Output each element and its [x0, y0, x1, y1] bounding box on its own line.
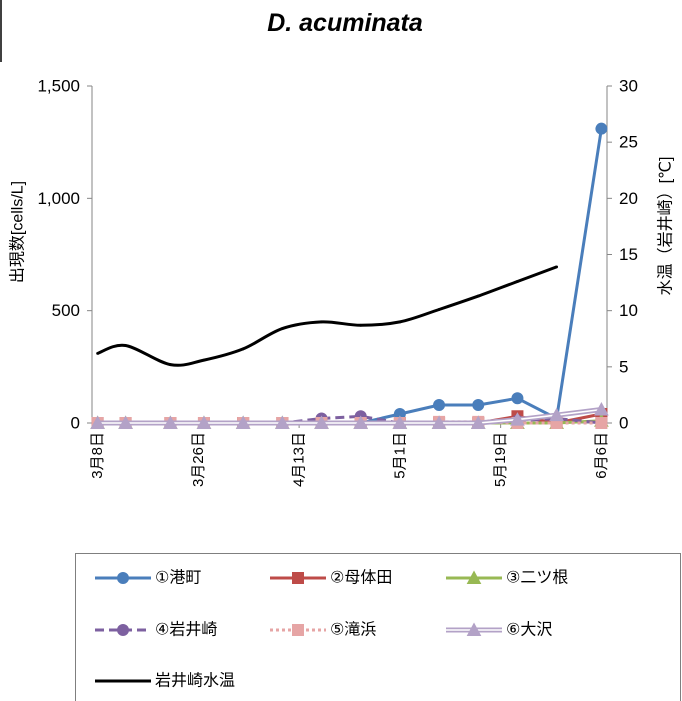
series-7-point [476, 294, 480, 298]
series-7-point [320, 320, 323, 324]
y-tick-label: 500 [52, 301, 80, 320]
y2-axis-label: 水温（岩井崎）[℃] [657, 157, 675, 296]
legend-item: ④岩井崎 [95, 621, 217, 639]
legend-label: ⑤滝浜 [330, 621, 376, 639]
legend-label: ④岩井崎 [155, 621, 217, 639]
series-6-marker [196, 415, 212, 429]
legend-label: ⑥大沢 [506, 621, 552, 639]
axes: 0 500 1,000 1,500 0 5 10 15 20 25 30 3月8日 3月26日 4月13日… [37, 77, 637, 488]
chart-title: D. acuminata [267, 9, 423, 37]
y-tick-label: 0 [71, 414, 80, 433]
series-6-marker [353, 415, 369, 429]
y-tick-label: 1,500 [37, 77, 80, 96]
series-6-marker [118, 415, 133, 429]
series-6-marker [314, 415, 329, 429]
x-tick-label: 3月8日 [89, 432, 106, 479]
legend-marker [292, 572, 304, 584]
x-tick-label: 5月1日 [391, 432, 408, 479]
series-1-marker [595, 122, 608, 135]
series-7-point [96, 351, 99, 355]
series-7-point [202, 358, 206, 362]
legend-item: ②母体田 [270, 569, 392, 587]
series-6-line [97, 407, 602, 426]
series-6-marker [90, 415, 105, 429]
x-tick-label: 5月19日 [492, 432, 509, 487]
series-6-marker [274, 415, 290, 429]
series-1-marker [511, 392, 524, 405]
series-7-point [437, 308, 441, 311]
plot-area [90, 122, 609, 429]
series-7-point [124, 344, 127, 347]
series-7-point [280, 327, 284, 331]
series-6-marker [235, 415, 251, 429]
series-7-point [241, 347, 245, 351]
x-tick-label: 4月13日 [291, 432, 308, 487]
series-6-marker [392, 415, 408, 429]
legend-marker [292, 624, 304, 636]
legend-item: ①港町 [95, 569, 201, 587]
legend-label: ①港町 [155, 569, 201, 587]
series-7-point [555, 265, 559, 269]
series-7-point [359, 323, 363, 327]
legend-item: 岩井崎水温 [95, 672, 235, 690]
legend-label: ③二ツ根 [506, 569, 568, 587]
series-7-point [398, 320, 402, 324]
y-tick-label: 1,000 [37, 189, 80, 208]
series-1-marker [472, 399, 485, 412]
y-axis-label: 出現数[cells/L] [9, 181, 27, 283]
y2-tick-label: 20 [619, 189, 638, 208]
legend-marker [466, 570, 482, 584]
legend-item: ⑤滝浜 [270, 621, 376, 639]
legend-frame [75, 553, 681, 701]
legend-marker [466, 622, 482, 636]
series-6-marker [431, 415, 447, 429]
legend-marker [117, 624, 129, 636]
y2-tick-label: 5 [619, 357, 628, 376]
y2-tick-label: 0 [619, 414, 628, 433]
legend-label: 岩井崎水温 [155, 672, 235, 690]
x-tick-label: 3月26日 [190, 432, 207, 487]
series-6-marker [594, 401, 609, 416]
series-6-marker [163, 415, 178, 429]
series-6 [90, 401, 609, 429]
legend-label: ②母体田 [330, 569, 392, 587]
series-6-line-inner [97, 408, 602, 424]
series-6-marker [549, 407, 564, 422]
series-5-marker [595, 417, 608, 429]
y2-tick-label: 30 [619, 77, 638, 96]
series-7-point [516, 280, 519, 283]
y2-tick-label: 10 [619, 301, 638, 320]
series-6-marker [510, 412, 525, 426]
series-6-marker [470, 415, 486, 429]
x-tick-label: 6月6日 [593, 432, 610, 479]
y2-tick-label: 15 [619, 245, 638, 264]
legend-item: ⑥大沢 [446, 621, 552, 639]
series-1-marker [433, 399, 446, 412]
series-7-point [168, 363, 172, 366]
series-7 [96, 265, 559, 367]
legend-item: ③二ツ根 [446, 569, 568, 587]
legend-marker [117, 572, 129, 584]
y2-tick-label: 25 [619, 133, 638, 152]
